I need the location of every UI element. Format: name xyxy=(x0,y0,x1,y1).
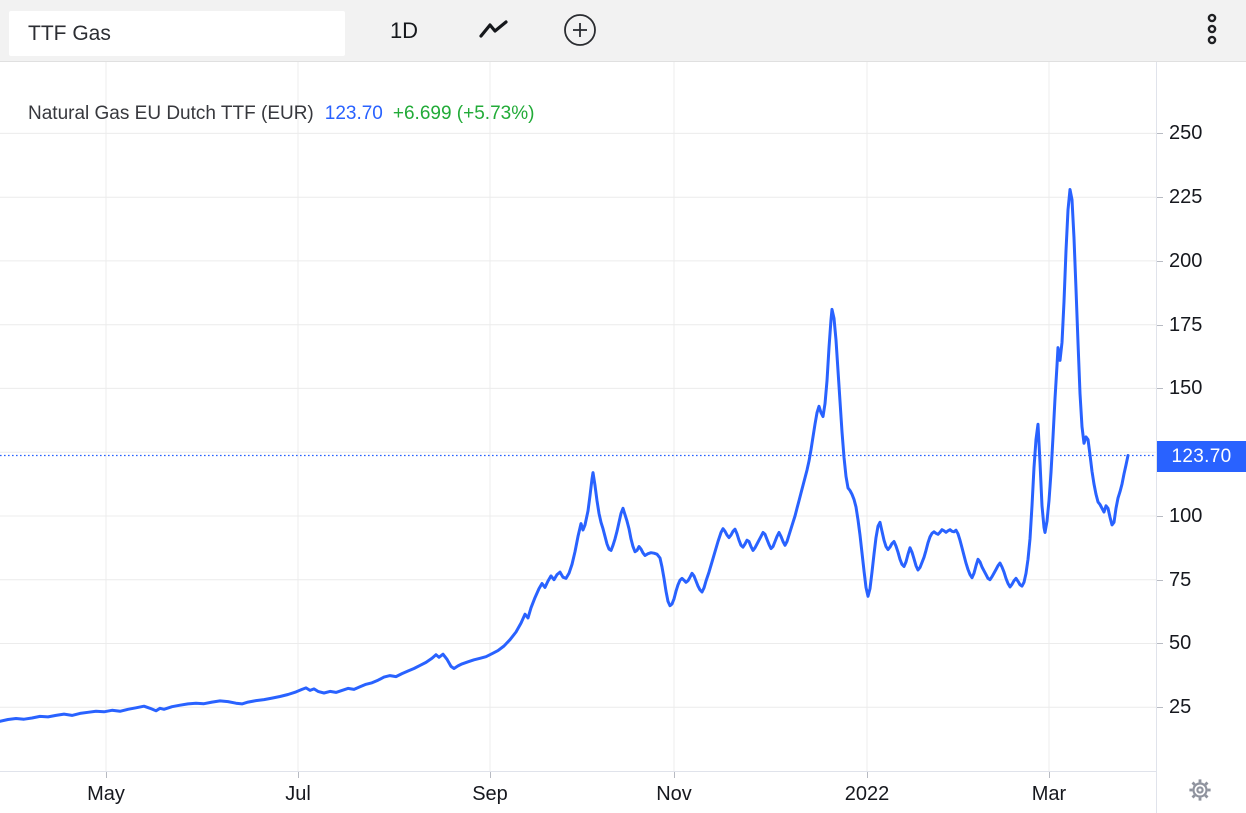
y-axis-tick xyxy=(1156,197,1163,198)
x-axis-tick xyxy=(106,772,107,778)
price-axis[interactable]: 255075100125150175200225250 xyxy=(1156,62,1246,771)
y-axis-label: 200 xyxy=(1169,249,1203,272)
x-axis-tick xyxy=(490,772,491,778)
x-axis-label: May xyxy=(87,783,125,805)
y-axis-label: 250 xyxy=(1169,122,1203,145)
gear-icon xyxy=(1187,777,1213,806)
price-chart-svg xyxy=(0,62,1156,771)
y-axis-tick xyxy=(1156,261,1163,262)
kebab-menu-icon xyxy=(1205,12,1219,51)
last-price-label: 123.70 xyxy=(1157,440,1246,472)
interval-label: 1D xyxy=(389,18,419,43)
time-axis[interactable]: May Jul Sep Nov 2022 Mar xyxy=(0,771,1156,813)
y-axis-label: 150 xyxy=(1169,377,1203,400)
y-axis-label: 75 xyxy=(1169,568,1192,591)
symbol-search-input[interactable] xyxy=(9,11,345,56)
x-axis-tick xyxy=(298,772,299,778)
chart-legend: Natural Gas EU Dutch TTF (EUR) 123.70 +6… xyxy=(28,101,534,126)
y-axis-label: 100 xyxy=(1169,504,1203,527)
y-axis-tick xyxy=(1156,325,1163,326)
more-menu-button[interactable] xyxy=(1192,9,1232,53)
add-circle-icon xyxy=(563,13,597,50)
x-axis-tick xyxy=(867,772,868,778)
x-axis-label: 2022 xyxy=(844,783,890,805)
toolbar: 1D xyxy=(0,0,1246,62)
line-chart-icon xyxy=(478,19,510,44)
y-axis-label: 25 xyxy=(1169,696,1192,719)
y-axis-tick xyxy=(1156,388,1163,389)
x-axis-tick xyxy=(674,772,675,778)
chart-type-button[interactable] xyxy=(464,9,524,53)
y-axis-tick xyxy=(1156,516,1163,517)
y-axis-label: 50 xyxy=(1169,632,1192,655)
x-axis-tick xyxy=(1049,772,1050,778)
x-axis-label: Mar xyxy=(1031,783,1067,805)
price-axis-separator xyxy=(1156,62,1157,813)
y-axis-tick xyxy=(1156,133,1163,134)
y-axis-tick xyxy=(1156,643,1163,644)
settings-button[interactable] xyxy=(1184,775,1216,807)
legend-price: 123.70 xyxy=(324,103,383,124)
legend-title: Natural Gas EU Dutch TTF (EUR) xyxy=(28,103,314,124)
legend-change: +6.699 (+5.73%) xyxy=(392,103,535,124)
compare-button[interactable] xyxy=(548,9,612,53)
y-axis-tick xyxy=(1156,580,1163,581)
chart-pane[interactable] xyxy=(0,62,1156,771)
y-axis-label: 175 xyxy=(1169,313,1203,336)
y-axis-label: 225 xyxy=(1169,186,1203,209)
x-axis-label: Jul xyxy=(285,783,311,805)
y-axis-tick xyxy=(1156,707,1163,708)
x-axis-label: Sep xyxy=(472,783,508,805)
interval-button[interactable]: 1D xyxy=(376,9,432,53)
x-axis-label: Nov xyxy=(656,783,692,805)
